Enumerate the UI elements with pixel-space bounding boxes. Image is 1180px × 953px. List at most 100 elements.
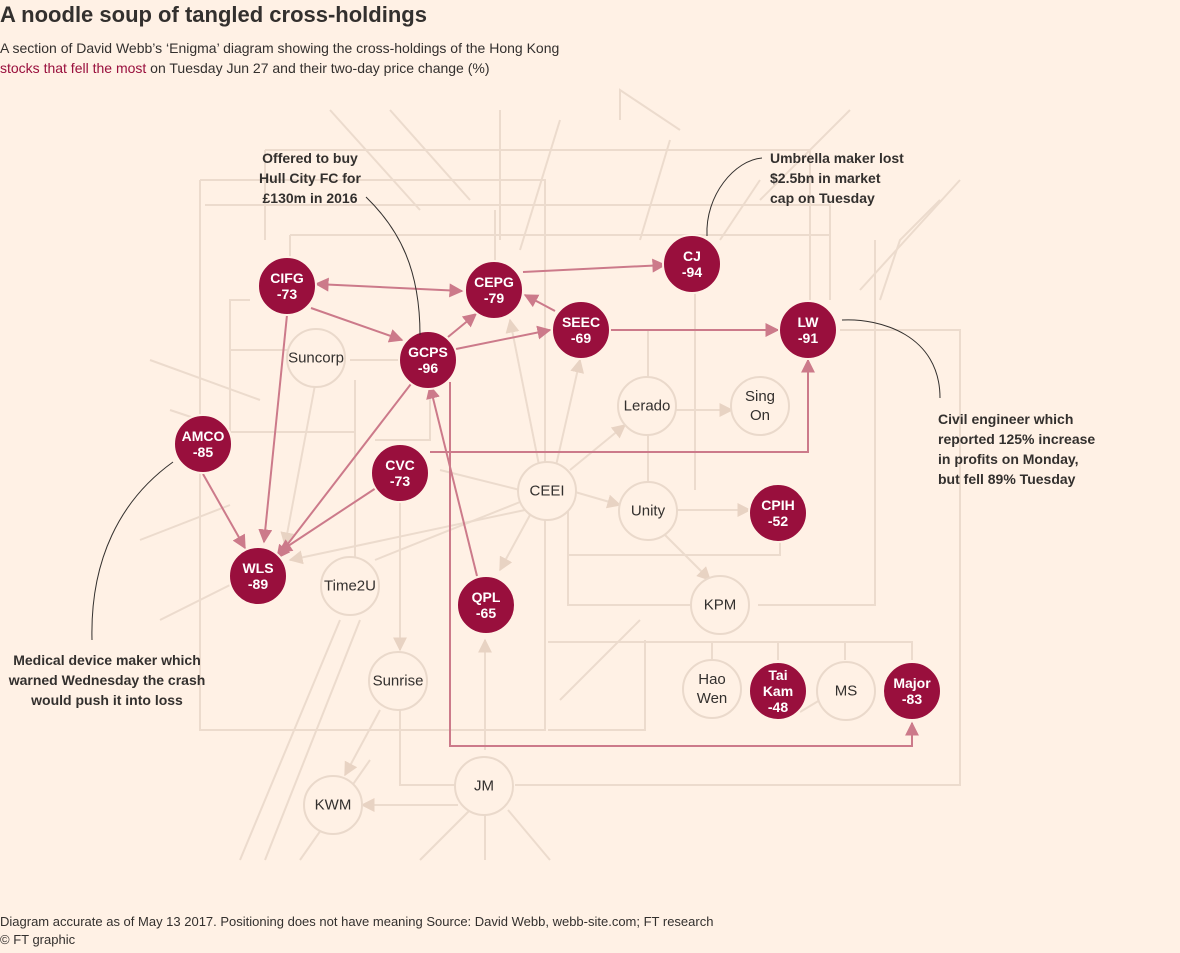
fell-most-holdings-lines	[202, 258, 919, 747]
node-lw: LW-91	[778, 300, 838, 360]
node-cifg-label: CIFG	[270, 270, 304, 286]
node-cvc-circle	[370, 443, 430, 503]
node-cvc-label: CVC	[385, 457, 415, 473]
subtitle-highlight: stocks that fell the most	[0, 60, 147, 76]
node-time2u-label: Time2U	[324, 578, 376, 595]
node-sunrise-circle	[368, 651, 428, 711]
node-time2u: Time2U	[320, 556, 380, 616]
node-wls: WLS-89	[228, 546, 288, 606]
node-kpm-label: KPM	[704, 597, 737, 614]
node-jm-circle	[454, 756, 514, 816]
node-seec-label: SEEC	[562, 314, 600, 330]
node-lerado: Lerado	[617, 376, 677, 436]
node-sunrise-label: Sunrise	[373, 673, 424, 690]
node-lw-label: LW	[798, 314, 820, 330]
node-singon-label: Sing	[745, 388, 775, 405]
node-suncorp: Suncorp	[286, 328, 346, 388]
node-cvc: CVC-73	[370, 443, 430, 503]
gcps-annotation: Offered to buy Hull City FC for £130m in 2…	[259, 150, 361, 206]
node-cifg-circle	[257, 256, 317, 316]
node-singon: Sing On	[730, 376, 790, 436]
node-major-label: Major	[893, 675, 931, 691]
node-unity: Unity	[618, 481, 678, 541]
node-taikam-label: Kam	[763, 683, 793, 699]
node-kwm-circle	[303, 775, 363, 835]
node-kpm: KPM	[690, 575, 750, 635]
cj-annotation: Umbrella maker lost $2.5bn in market cap o…	[770, 150, 904, 206]
company-nodes: CIFG-73CEPG-79CJ-94SEEC-69LW-91GCPS-96AM…	[173, 234, 942, 835]
node-taikam-label: Tai	[768, 667, 787, 683]
node-cepg-label: -79	[484, 290, 504, 306]
node-cj-circle	[662, 234, 722, 294]
node-qpl-label: -65	[476, 605, 496, 621]
node-major: Major-83	[882, 661, 942, 721]
node-lw-circle	[778, 300, 838, 360]
node-wls-label: WLS	[242, 560, 273, 576]
node-gcps-label: GCPS	[408, 344, 448, 360]
node-cepg-circle	[464, 260, 524, 320]
node-gcps-label: -96	[418, 360, 438, 376]
node-haowen: Hao Wen	[682, 659, 742, 719]
annotations: Offered to buy Hull City FC for £130m in 2…	[8, 150, 1096, 708]
annotation-leader-lines	[91, 157, 941, 641]
credit: © FT graphic	[0, 932, 76, 947]
node-cepg: CEPG-79	[464, 260, 524, 320]
node-sunrise: Sunrise	[368, 651, 428, 711]
lw-annotation: Civil engineer which reported 125% increa…	[938, 411, 1095, 487]
node-kwm-label: KWM	[315, 797, 352, 814]
amco-annotation: Medical device maker which warned Wednesd…	[8, 652, 206, 708]
node-kpm-circle	[690, 575, 750, 635]
node-qpl: QPL-65	[456, 575, 516, 635]
node-gcps: GCPS-96	[398, 330, 458, 390]
node-cifg: CIFG-73	[257, 256, 317, 316]
node-suncorp-circle	[286, 328, 346, 388]
node-ceei: CEEI	[517, 461, 577, 521]
node-taikam-label: -48	[768, 699, 788, 715]
cj-annotation-leader	[706, 157, 763, 237]
gcps-annotation-leader	[365, 196, 421, 336]
lw-annotation-leader	[841, 319, 941, 399]
node-qpl-circle	[456, 575, 516, 635]
node-amco: AMCO-85	[173, 414, 233, 474]
node-singon-label: On	[750, 407, 770, 424]
node-unity-circle	[618, 481, 678, 541]
node-suncorp-label: Suncorp	[288, 350, 344, 367]
node-lw-label: -91	[798, 330, 818, 346]
node-jm: JM	[454, 756, 514, 816]
node-taikam-circle	[748, 661, 808, 721]
node-cj-label: -94	[682, 264, 702, 280]
node-cvc-label: -73	[390, 473, 410, 489]
node-haowen-label: Wen	[697, 690, 728, 707]
node-amco-circle	[173, 414, 233, 474]
chart-title: A noodle soup of tangled cross-holdings	[0, 2, 427, 27]
node-cpih-label: CPIH	[761, 497, 794, 513]
node-amco-label: AMCO	[182, 428, 225, 444]
node-wls-circle	[228, 546, 288, 606]
node-ms-circle	[816, 661, 876, 721]
subtitle-line2: on Tuesday Jun 27 and their two-day pric…	[146, 60, 490, 76]
footnote: Diagram accurate as of May 13 2017. Posi…	[0, 914, 714, 929]
node-cpih: CPIH-52	[748, 483, 808, 543]
node-qpl-label: QPL	[472, 589, 501, 605]
node-ceei-circle	[517, 461, 577, 521]
node-cpih-circle	[748, 483, 808, 543]
node-cj-label: CJ	[683, 248, 701, 264]
node-amco-label: -85	[193, 444, 213, 460]
subtitle-line1: A section of David Webb’s ‘Enigma’ diagr…	[0, 40, 560, 56]
node-cpih-label: -52	[768, 513, 788, 529]
background-holdings-lines	[139, 88, 961, 861]
node-cifg-label: -73	[277, 286, 297, 302]
node-seec-label: -69	[571, 330, 591, 346]
node-ceei-label: CEEI	[529, 483, 564, 500]
node-jm-label: JM	[474, 778, 494, 795]
node-seec: SEEC-69	[551, 300, 611, 360]
node-kwm: KWM	[303, 775, 363, 835]
node-seec-circle	[551, 300, 611, 360]
node-singon-circle	[730, 376, 790, 436]
node-time2u-circle	[320, 556, 380, 616]
node-lerado-label: Lerado	[624, 398, 671, 415]
node-haowen-label: Hao	[698, 671, 726, 688]
amco-annotation-leader	[91, 461, 174, 641]
